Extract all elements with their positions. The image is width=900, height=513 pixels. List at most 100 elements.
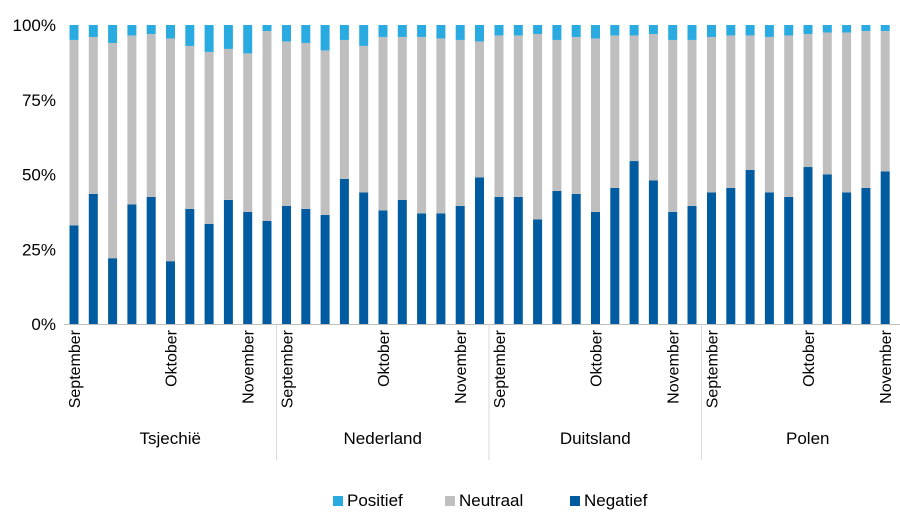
bar-positief (726, 25, 736, 36)
bar-negatief (88, 193, 98, 324)
y-tick-label: 100% (13, 16, 56, 35)
legend-swatch (445, 496, 455, 506)
bar-negatief (842, 192, 852, 324)
bar-negatief (571, 193, 581, 324)
bar-positief (127, 25, 137, 36)
bar-negatief (378, 210, 388, 324)
bar-negatief (475, 177, 484, 324)
legend-swatch (333, 496, 343, 506)
bar-negatief (648, 180, 658, 324)
bar-positief (359, 25, 369, 46)
bars (69, 25, 890, 324)
bar-positief (146, 25, 156, 34)
bar-positief (282, 25, 291, 42)
bar-negatief (861, 187, 871, 324)
bar-neutraal (301, 42, 311, 209)
bar-positief (436, 25, 446, 39)
bar-negatief (687, 205, 697, 324)
x-tick-label: September (280, 329, 297, 408)
y-axis: 0% 25% 50% 75% 100% (13, 16, 56, 334)
bar-negatief (417, 213, 427, 324)
bar-negatief (397, 199, 407, 324)
x-tick-label: November (666, 329, 683, 403)
group-label: Duitsland (560, 429, 631, 448)
bar-positief (513, 25, 523, 36)
bar-positief (571, 25, 581, 37)
bar-positief (475, 25, 484, 42)
bar-neutraal (571, 36, 581, 194)
bar-positief (243, 25, 253, 54)
bar-negatief (282, 205, 291, 324)
bar-positief (861, 25, 871, 31)
bar-neutraal (610, 35, 620, 188)
bar-neutraal (378, 36, 388, 211)
bar-positief (803, 25, 813, 34)
bar-negatief (764, 192, 774, 324)
bar-positief (610, 25, 620, 36)
legend-swatch (570, 496, 580, 506)
bar-positief (204, 25, 214, 52)
bar-neutraal (475, 41, 484, 178)
bar-positief (301, 25, 311, 43)
bar-neutraal (262, 30, 272, 221)
bar-neutraal (822, 32, 832, 175)
bar-neutraal (69, 39, 79, 226)
bar-negatief (610, 187, 620, 324)
bar-negatief (822, 174, 832, 324)
bar-positief (822, 25, 832, 33)
bar-negatief (455, 205, 465, 324)
bar-negatief (166, 261, 175, 324)
bar-neutraal (687, 39, 697, 206)
x-tick-label: Oktober (589, 329, 606, 387)
bar-neutraal (436, 38, 446, 214)
bar-negatief (803, 167, 813, 324)
bar-positief (648, 25, 658, 34)
bar-neutraal (842, 32, 852, 193)
bar-neutraal (726, 35, 736, 188)
bar-neutraal (108, 42, 118, 259)
y-tick-label: 50% (22, 166, 56, 185)
group-label: Polen (786, 429, 829, 448)
bar-neutraal (397, 36, 407, 200)
bar-positief (223, 25, 233, 49)
bar-group (69, 25, 272, 324)
bar-neutraal (880, 30, 890, 172)
y-tick-label: 0% (31, 315, 56, 334)
bar-negatief (533, 219, 543, 324)
bar-positief (552, 25, 562, 40)
bar-positief (784, 25, 794, 36)
bar-positief (108, 25, 118, 43)
bar-positief (745, 25, 755, 36)
bar-positief (687, 25, 697, 40)
bar-negatief (127, 204, 137, 324)
bar-neutraal (243, 53, 253, 212)
bar-group (494, 25, 697, 324)
bar-positief (417, 25, 427, 37)
bar-positief (320, 25, 330, 51)
legend-label: Positief (347, 491, 403, 510)
x-tick-label: September (705, 329, 722, 408)
bar-negatief (204, 223, 214, 324)
bar-negatief (301, 208, 311, 324)
bar-positief (707, 25, 716, 37)
bar-neutraal (745, 35, 755, 171)
bar-neutraal (861, 30, 871, 188)
bar-neutraal (146, 33, 156, 197)
bar-positief (533, 25, 543, 34)
x-tick-label: November (878, 329, 895, 403)
bar-neutraal (552, 39, 562, 191)
bar-negatief (707, 192, 716, 324)
x-tick-label: November (453, 329, 470, 403)
bar-neutraal (591, 38, 600, 212)
bar-neutraal (339, 39, 349, 179)
bar-neutraal (494, 35, 504, 197)
bar-negatief (436, 213, 446, 324)
bar-neutraal (707, 36, 716, 193)
legend-label: Negatief (584, 491, 648, 510)
bar-positief (842, 25, 852, 33)
bar-negatief (513, 196, 523, 324)
bar-positief (397, 25, 407, 37)
bar-positief (69, 25, 79, 40)
legend-label: Neutraal (459, 491, 523, 510)
